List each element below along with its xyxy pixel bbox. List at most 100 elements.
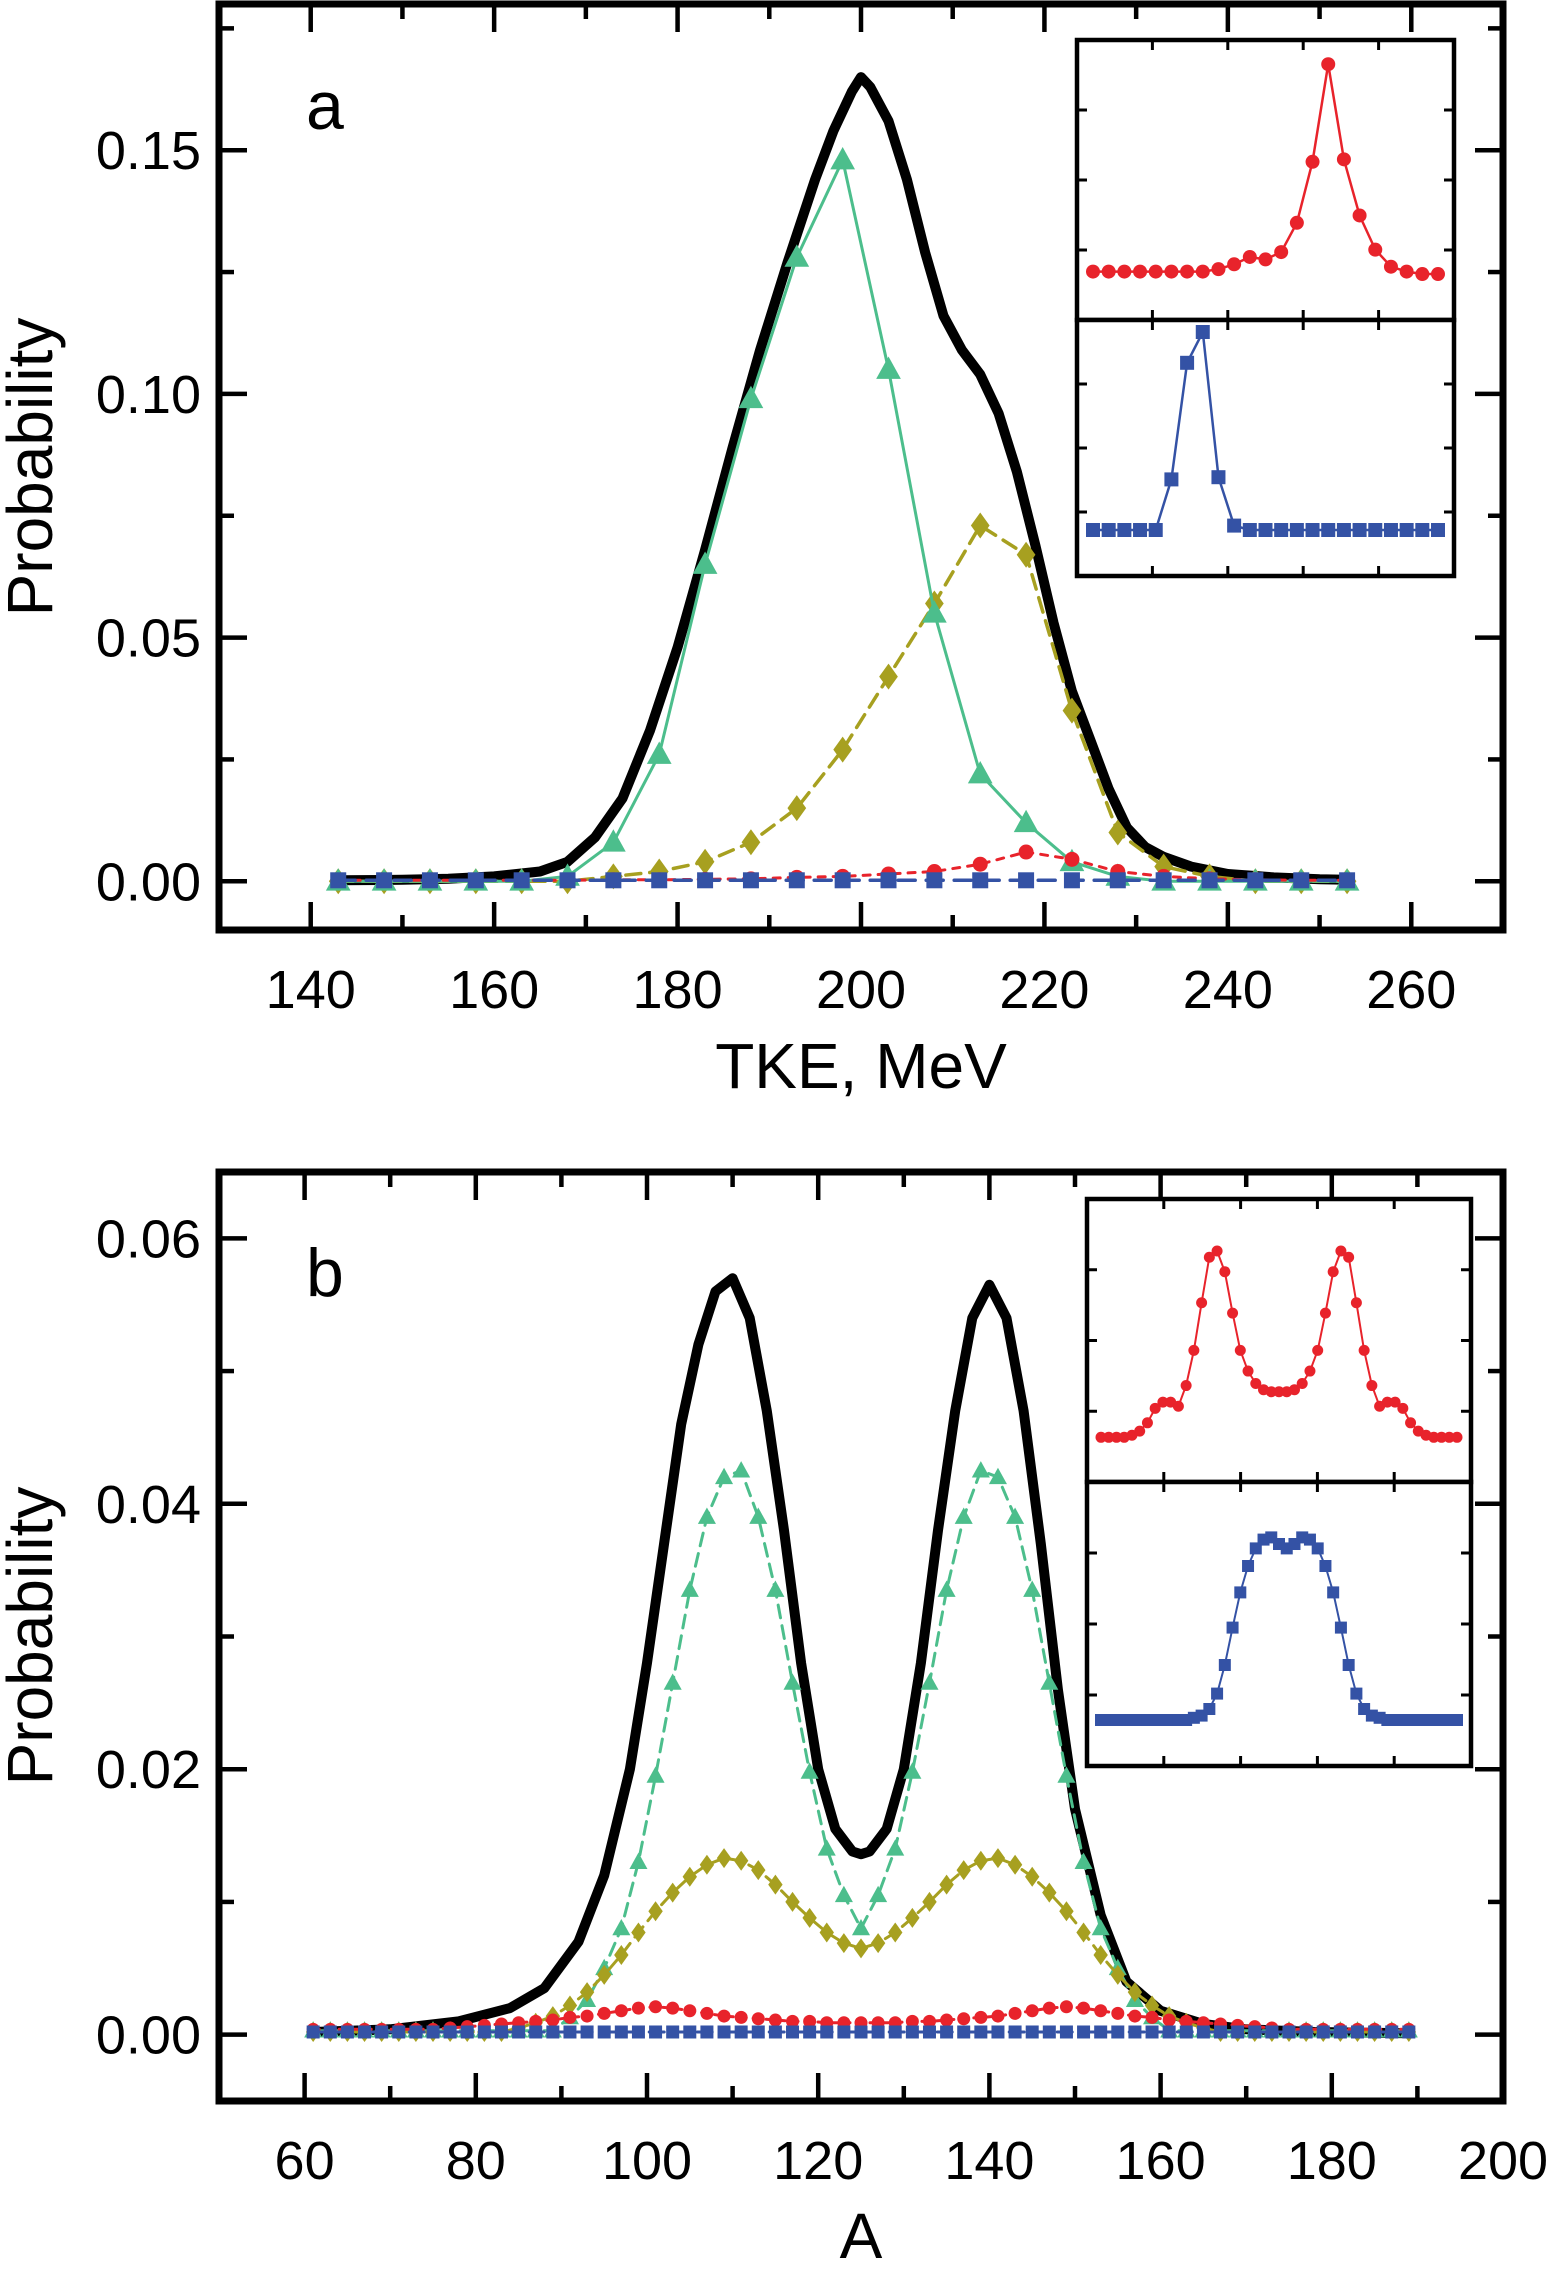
x-tick-label: 60 xyxy=(275,2131,335,2191)
triangle-marker xyxy=(784,244,810,267)
square-marker xyxy=(1265,2025,1279,2039)
square-marker xyxy=(358,2025,372,2039)
square-marker xyxy=(1242,1560,1255,1572)
triangle-marker xyxy=(680,1580,699,1597)
square-marker xyxy=(768,2025,782,2039)
square-marker xyxy=(1042,2025,1056,2039)
circle-marker xyxy=(1265,1386,1277,1398)
square-marker xyxy=(323,2025,337,2039)
square-marker xyxy=(409,2025,423,2039)
circle-marker xyxy=(1180,264,1195,279)
circle-marker xyxy=(631,2001,645,2015)
x-tick-label: 180 xyxy=(633,960,723,1020)
square-marker xyxy=(1299,2025,1313,2039)
square-marker xyxy=(1214,2025,1228,2039)
square-marker xyxy=(922,2025,936,2039)
circle-marker xyxy=(1117,264,1132,279)
y-tick-label: 0.10 xyxy=(96,365,201,425)
diamond-marker xyxy=(970,512,990,539)
triangle-marker xyxy=(834,1885,853,1903)
square-marker xyxy=(1451,1714,1463,1726)
square-marker xyxy=(631,2025,645,2039)
circle-marker xyxy=(1415,267,1430,282)
triangle-marker xyxy=(988,1467,1007,1485)
triangle-marker xyxy=(830,146,856,170)
circle-marker xyxy=(734,2010,748,2024)
inset-markers xyxy=(1095,1245,1463,1443)
square-marker xyxy=(1162,2025,1176,2039)
diamond-marker xyxy=(1108,819,1128,846)
square-marker xyxy=(340,2025,354,2039)
circle-marker xyxy=(1321,57,1336,72)
circle-marker xyxy=(1381,1396,1393,1408)
triangle-marker xyxy=(1057,1766,1076,1783)
circle-marker xyxy=(1196,1297,1208,1309)
square-marker xyxy=(871,2025,885,2039)
square-marker xyxy=(837,2025,851,2039)
square-marker xyxy=(957,2025,971,2039)
square-marker xyxy=(683,2025,697,2039)
square-marker xyxy=(512,2025,526,2039)
circle-marker xyxy=(1162,2013,1176,2027)
y-tick-label: 0.04 xyxy=(96,1475,201,1535)
circle-marker xyxy=(1211,1245,1223,1257)
circle-marker xyxy=(580,2009,594,2023)
circle-marker xyxy=(683,2004,697,2018)
square-marker xyxy=(1316,2025,1330,2039)
square-marker xyxy=(597,2025,611,2039)
square-marker xyxy=(786,2025,800,2039)
series-line-total-thick-black xyxy=(333,72,1353,886)
square-marker xyxy=(1368,523,1383,537)
triangle-marker xyxy=(697,1507,716,1524)
y-tick-label: 0.15 xyxy=(96,121,201,181)
square-marker xyxy=(1258,523,1273,537)
triangle-marker xyxy=(954,1507,973,1524)
square-marker xyxy=(1339,872,1356,889)
circle-marker xyxy=(1195,264,1210,279)
square-marker xyxy=(1201,872,1218,889)
square-marker xyxy=(940,2025,954,2039)
square-marker xyxy=(649,2025,663,2039)
square-marker xyxy=(330,872,347,889)
inset-b-red-double-peak xyxy=(1084,1196,1474,1485)
diamond-marker xyxy=(1062,697,1082,724)
diamond-marker xyxy=(1042,1882,1057,1903)
square-marker xyxy=(1289,523,1304,537)
diamond-marker xyxy=(1016,541,1036,568)
circle-marker xyxy=(803,2014,817,2028)
square-marker xyxy=(788,872,805,889)
square-marker xyxy=(1211,470,1226,485)
diamond-marker xyxy=(733,1850,749,1871)
circle-marker xyxy=(957,2012,971,2026)
square-marker xyxy=(1352,523,1367,537)
square-marker xyxy=(1128,2025,1142,2039)
circle-marker xyxy=(1366,1380,1378,1392)
square-marker xyxy=(820,2025,834,2039)
series-markers-blue-squares xyxy=(306,2025,1416,2039)
circle-marker xyxy=(1368,242,1383,257)
circle-marker xyxy=(1103,1431,1115,1443)
chart-render-root: 140 160 180 200 220 240 260 0.00 0.05 0.10 0.15 60 8… xyxy=(96,0,1548,2191)
inset-markers xyxy=(1086,57,1445,282)
square-marker xyxy=(751,2025,765,2039)
square-marker xyxy=(563,2025,577,2039)
triangle-marker xyxy=(1074,1852,1093,1869)
inset-border xyxy=(1074,317,1457,579)
square-marker xyxy=(991,2025,1005,2039)
square-marker xyxy=(1227,518,1242,533)
circle-marker xyxy=(597,2006,611,2020)
square-marker xyxy=(1274,523,1289,537)
triangle-marker xyxy=(629,1852,648,1869)
diamond-marker xyxy=(990,1848,1006,1869)
diamond-marker xyxy=(648,1901,663,1922)
circle-marker xyxy=(1149,1402,1161,1414)
square-marker xyxy=(443,2025,457,2039)
diamond-marker xyxy=(939,1874,954,1895)
circle-marker xyxy=(1288,1384,1300,1396)
diamond-marker xyxy=(751,1860,766,1881)
diamond-marker xyxy=(1093,1945,1108,1966)
diamond-marker xyxy=(562,1995,578,2016)
triangle-marker xyxy=(937,1580,956,1597)
square-marker xyxy=(742,872,759,889)
y-tick-label: 0.00 xyxy=(96,2006,201,2066)
